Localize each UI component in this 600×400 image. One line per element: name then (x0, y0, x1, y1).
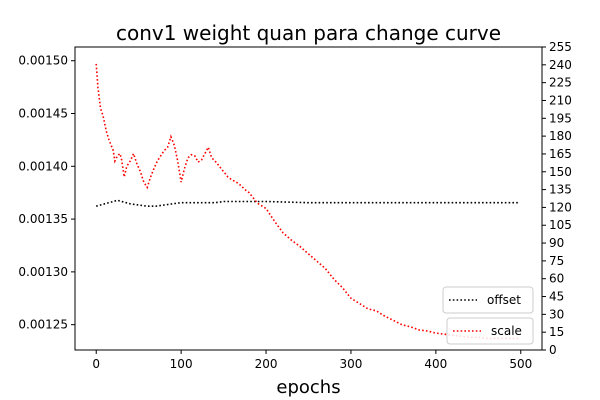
right-y-tick-label: 240 (549, 58, 572, 72)
left-y-tick-label: 0.00130 (18, 265, 68, 279)
legend-label: scale (491, 324, 522, 338)
plot-area (95, 63, 519, 340)
right-y-tick-label: 255 (549, 40, 572, 54)
right-y-tick-label: 180 (549, 129, 572, 143)
right-y-tick-label: 120 (549, 200, 572, 214)
right-y-tick-label: 90 (549, 236, 564, 250)
left-y-tick-label: 0.00145 (18, 107, 68, 121)
right-y-tick-label: 195 (549, 111, 572, 125)
x-tick-label: 300 (340, 357, 363, 371)
left-y-tick-label: 0.00150 (18, 54, 68, 68)
right-y-tick-label: 30 (549, 307, 564, 321)
legend-box (446, 317, 534, 345)
left-y-tick-label: 0.00125 (18, 318, 68, 332)
right-y-tick-label: 45 (549, 290, 564, 304)
legend-box (442, 286, 534, 314)
right-y-tick-label: 210 (549, 93, 572, 107)
right-y-tick-label: 150 (549, 165, 572, 179)
right-y-tick-label: 15 (549, 325, 564, 339)
right-y-tick-label: 135 (549, 183, 572, 197)
left-y-tick-label: 0.00135 (18, 212, 68, 226)
legend-scale: scale (446, 317, 534, 345)
left-y-axis-ticks: 0.00125 0.00130 0.00135 0.00140 0.00145 0.001… (18, 54, 75, 332)
right-y-tick-label: 225 (549, 76, 572, 90)
right-y-tick-label: 60 (549, 272, 564, 286)
legend-label: offset (487, 293, 521, 307)
series-line-offset (95, 199, 519, 207)
chart-title: conv1 weight quan para change curve (116, 21, 501, 45)
right-y-tick-label: 75 (549, 254, 564, 268)
series-line-scale (95, 63, 519, 340)
x-tick-label: 0 (92, 357, 100, 371)
x-tick-label: 100 (170, 357, 193, 371)
x-axis-ticks: 0 100 200 300 400 500 (92, 350, 532, 371)
right-y-axis-ticks: 0 15 30 45 60 75 90 105 120 135 150 165 180 195 210 225… (542, 40, 572, 357)
right-y-tick-label: 165 (549, 147, 572, 161)
x-axis-label: epochs (276, 377, 340, 398)
left-y-tick-label: 0.00140 (18, 159, 68, 173)
right-y-tick-label: 105 (549, 218, 572, 232)
x-tick-label: 500 (509, 357, 532, 371)
x-tick-label: 200 (255, 357, 278, 371)
legend-offset: offset (442, 286, 534, 314)
legend: offset scale (442, 286, 534, 345)
x-tick-label: 400 (424, 357, 447, 371)
axes-frame (74, 46, 543, 351)
right-y-tick-label: 0 (549, 343, 557, 357)
